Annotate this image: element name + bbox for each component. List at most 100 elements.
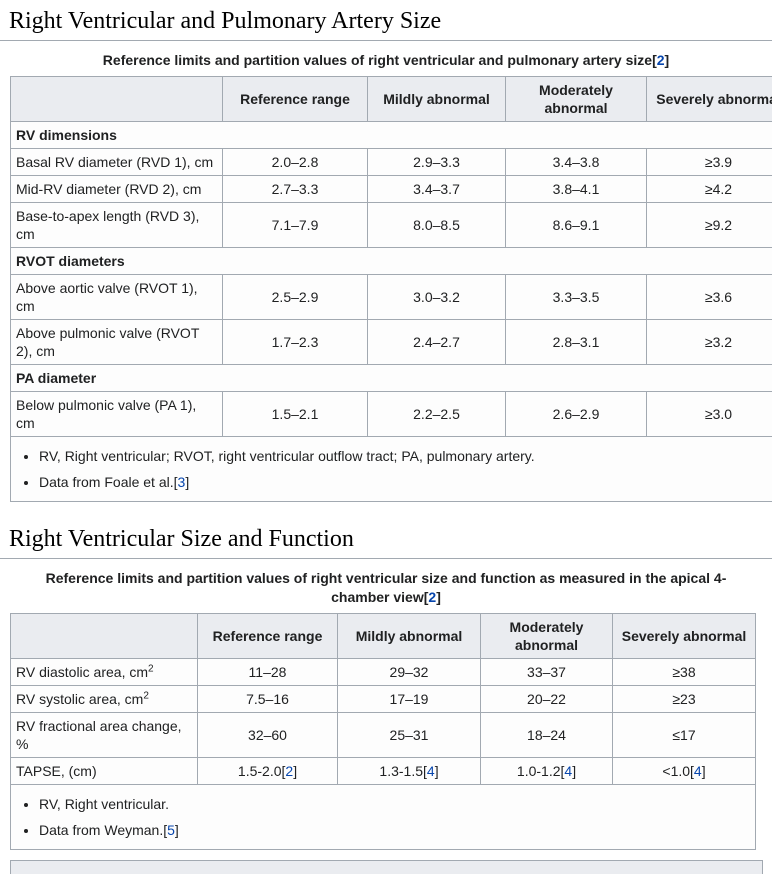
footnotes-list: RV, Right ventricular. Data from Weyman.…: [19, 793, 747, 841]
footnote-text: Data from Weyman.: [39, 822, 163, 838]
group-header-row: RVOT diameters: [11, 248, 772, 275]
caption-text: Reference limits and partition values of…: [46, 570, 727, 605]
reference-link[interactable]: 2: [657, 52, 665, 68]
header-row: Reference range Mildly abnormal Moderate…: [11, 77, 772, 122]
row-label: Base-to-apex length (RVD 3), cm: [11, 203, 223, 248]
section-heading: Right Ventricular Size and Function: [0, 523, 772, 559]
value-text: <1.0: [662, 763, 690, 779]
value-text: 1.0-1.2: [517, 763, 561, 779]
row-label-text: RV systolic area, cm: [16, 691, 143, 707]
row-label: Basal RV diameter (RVD 1), cm: [11, 149, 223, 176]
clipped-next-table-header: [10, 860, 763, 874]
table-caption: Reference limits and partition values of…: [21, 569, 751, 607]
value-cell: 2.9–3.3: [368, 149, 506, 176]
row-label: Below pulmonic valve (PA 1), cm: [11, 392, 223, 437]
reference-link[interactable]: 4: [564, 763, 572, 779]
value-cell: 32–60: [198, 713, 338, 758]
footnote-item: RV, Right ventricular; RVOT, right ventr…: [39, 445, 772, 467]
footnote-row: RV, Right ventricular. Data from Weyman.…: [11, 785, 756, 850]
footnote-item: Data from Weyman.[5]: [39, 819, 747, 841]
value-cell: 2.4–2.7: [368, 320, 506, 365]
section-rv-pa-size: Right Ventricular and Pulmonary Artery S…: [0, 5, 772, 502]
value-cell: 7.5–16: [198, 686, 338, 713]
value-cell: ≥3.9: [647, 149, 772, 176]
ref-bracket-close: ]: [665, 52, 670, 68]
table-caption: Reference limits and partition values of…: [21, 51, 751, 70]
value-cell: <1.0[4]: [613, 758, 756, 785]
column-header: Moderately abnormal: [481, 614, 613, 659]
section-heading: Right Ventricular and Pulmonary Artery S…: [0, 5, 772, 41]
column-header: Reference range: [198, 614, 338, 659]
row-label: Mid-RV diameter (RVD 2), cm: [11, 176, 223, 203]
footnote-text: Data from Foale et al.: [39, 474, 174, 490]
value-cell: ≤17: [613, 713, 756, 758]
footnote-item: Data from Foale et al.[3]: [39, 471, 772, 493]
column-header: Moderately abnormal: [506, 77, 647, 122]
empty-corner-cell: [11, 77, 223, 122]
table-row: Mid-RV diameter (RVD 2), cm 2.7–3.3 3.4–…: [11, 176, 772, 203]
value-cell: ≥3.6: [647, 275, 772, 320]
column-header: Severely abnormal: [647, 77, 772, 122]
value-text: 1.5-2.0: [238, 763, 282, 779]
value-cell: 20–22: [481, 686, 613, 713]
group-label: PA diameter: [11, 365, 772, 392]
table-row: Above pulmonic valve (RVOT 2), cm 1.7–2.…: [11, 320, 772, 365]
footnotes-list: RV, Right ventricular; RVOT, right ventr…: [19, 445, 772, 493]
value-cell: 7.1–7.9: [223, 203, 368, 248]
table-row: Basal RV diameter (RVD 1), cm 2.0–2.8 2.…: [11, 149, 772, 176]
rv-size-function-table: Reference range Mildly abnormal Moderate…: [10, 613, 756, 850]
reference-link[interactable]: 5: [167, 822, 175, 838]
ref-bracket-close: ]: [435, 763, 439, 779]
value-cell: 1.7–2.3: [223, 320, 368, 365]
table-row: Below pulmonic valve (PA 1), cm 1.5–2.1 …: [11, 392, 772, 437]
value-cell: 2.0–2.8: [223, 149, 368, 176]
value-cell: 2.6–2.9: [506, 392, 647, 437]
value-cell: 3.4–3.8: [506, 149, 647, 176]
ref-bracket-close: ]: [293, 763, 297, 779]
value-cell: 2.7–3.3: [223, 176, 368, 203]
value-cell: ≥23: [613, 686, 756, 713]
header-row: Reference range Mildly abnormal Moderate…: [11, 614, 756, 659]
empty-corner-cell: [11, 614, 198, 659]
table-row: RV diastolic area, cm2 11–28 29–32 33–37…: [11, 659, 756, 686]
group-header-row: RV dimensions: [11, 122, 772, 149]
footnote-item: RV, Right ventricular.: [39, 793, 747, 815]
column-header: Mildly abnormal: [338, 614, 481, 659]
value-cell: ≥3.2: [647, 320, 772, 365]
column-header: Reference range: [223, 77, 368, 122]
ref-bracket-close: ]: [185, 474, 189, 490]
table-row: Base-to-apex length (RVD 3), cm 7.1–7.9 …: [11, 203, 772, 248]
superscript: 2: [148, 663, 154, 674]
value-cell: 33–37: [481, 659, 613, 686]
value-cell: 1.0-1.2[4]: [481, 758, 613, 785]
value-cell: 1.5-2.0[2]: [198, 758, 338, 785]
ref-bracket-close: ]: [436, 589, 441, 605]
footnote-text: RV, Right ventricular; RVOT, right ventr…: [39, 448, 535, 464]
group-label: RVOT diameters: [11, 248, 772, 275]
row-label: RV systolic area, cm2: [11, 686, 198, 713]
value-text: 1.3-1.5: [379, 763, 423, 779]
value-cell: 8.0–8.5: [368, 203, 506, 248]
group-label: RV dimensions: [11, 122, 772, 149]
table-row: RV systolic area, cm2 7.5–16 17–19 20–22…: [11, 686, 756, 713]
value-cell: 1.3-1.5[4]: [338, 758, 481, 785]
row-label: TAPSE, (cm): [11, 758, 198, 785]
value-cell: 3.4–3.7: [368, 176, 506, 203]
value-cell: 25–31: [338, 713, 481, 758]
column-header: Severely abnormal: [613, 614, 756, 659]
reference-link[interactable]: 2: [285, 763, 293, 779]
reference-link[interactable]: 4: [694, 763, 702, 779]
footnote-text: RV, Right ventricular.: [39, 796, 169, 812]
value-cell: 29–32: [338, 659, 481, 686]
value-cell: 2.5–2.9: [223, 275, 368, 320]
value-cell: 11–28: [198, 659, 338, 686]
superscript: 2: [143, 690, 149, 701]
group-header-row: PA diameter: [11, 365, 772, 392]
ref-bracket-close: ]: [702, 763, 706, 779]
ref-bracket-close: ]: [572, 763, 576, 779]
value-cell: 3.0–3.2: [368, 275, 506, 320]
value-cell: 2.8–3.1: [506, 320, 647, 365]
ref-bracket-close: ]: [175, 822, 179, 838]
reference-link[interactable]: 4: [427, 763, 435, 779]
